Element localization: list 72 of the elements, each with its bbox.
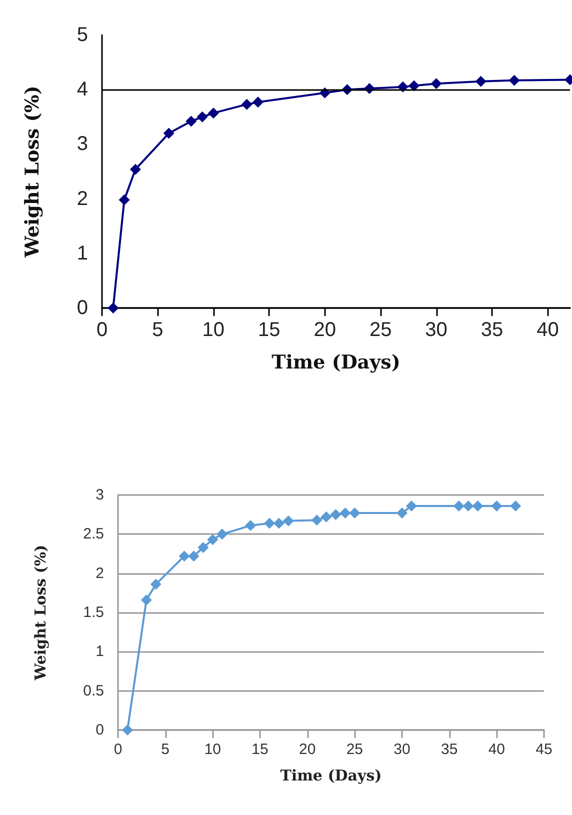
point (108, 302, 119, 314)
y-tick-label: 0 (96, 722, 104, 738)
point (406, 500, 417, 512)
point (163, 128, 174, 139)
point (330, 509, 342, 520)
point (196, 111, 208, 122)
x-tick-label: 15 (258, 319, 280, 341)
y-tick-label: 3 (96, 486, 104, 504)
point (186, 116, 197, 127)
y-tick-label: 5 (76, 24, 88, 46)
point (340, 508, 351, 519)
point (273, 518, 284, 529)
x-axis-title: Time (Days) (280, 766, 382, 784)
x-tick-label: 40 (488, 741, 506, 758)
point (118, 194, 130, 206)
x-tick-label: 25 (369, 319, 392, 341)
point (396, 508, 408, 519)
x-tick-label: 10 (202, 319, 225, 341)
point (140, 594, 152, 606)
point (188, 550, 200, 562)
y-axis-title: Weight Loss (%) (32, 544, 50, 682)
y-tick-label: 2 (76, 188, 88, 210)
point (311, 514, 322, 526)
x-tick-label: 35 (480, 319, 504, 341)
point (349, 508, 360, 519)
y-tick-label: 4 (76, 78, 88, 101)
point (207, 534, 218, 546)
x-tick-label: 45 (536, 741, 552, 758)
y-tick-label: 1 (96, 643, 104, 660)
x-tick-label: 35 (440, 741, 458, 758)
point (430, 78, 442, 90)
point (320, 511, 332, 522)
point (130, 164, 141, 175)
x-tick-label: 30 (425, 319, 448, 341)
x-tick-label: 40 (536, 319, 559, 341)
x-axis-title: Time (Days) (272, 352, 400, 374)
y-tick-label: 2 (96, 564, 104, 582)
y-tick-label: 0 (76, 297, 88, 319)
y-tick-label: 1.5 (83, 604, 104, 621)
point (216, 528, 228, 540)
y-tick-label: 0.5 (83, 682, 104, 700)
y-tick-label: 3 (76, 133, 88, 156)
point (491, 500, 502, 512)
point (453, 500, 464, 512)
x-tick-label: 10 (204, 741, 222, 758)
point (252, 96, 264, 108)
x-tick-label: 5 (152, 319, 164, 341)
point (198, 542, 209, 553)
x-tick-label: 20 (314, 319, 336, 341)
x-tick-label: 5 (161, 741, 170, 758)
y-tick-label: 2.5 (83, 526, 104, 543)
x-tick-label: 15 (252, 741, 268, 758)
x-tick-label: 0 (114, 741, 122, 758)
point (264, 518, 275, 529)
x-tick-label: 25 (346, 741, 364, 758)
point (122, 724, 133, 736)
y-tick-label: 1 (76, 242, 88, 264)
point (462, 500, 474, 512)
y-axis-title: Weight Loss (%) (22, 86, 44, 258)
point (510, 500, 522, 512)
point (150, 578, 162, 590)
point (178, 550, 190, 562)
point (208, 108, 219, 119)
point (241, 98, 252, 110)
point (245, 520, 256, 532)
point (508, 74, 520, 86)
point (472, 500, 484, 512)
point (475, 76, 486, 87)
point (408, 80, 420, 92)
x-tick-label: 20 (298, 741, 316, 758)
x-tick-label: 30 (394, 741, 410, 758)
point (282, 515, 294, 526)
